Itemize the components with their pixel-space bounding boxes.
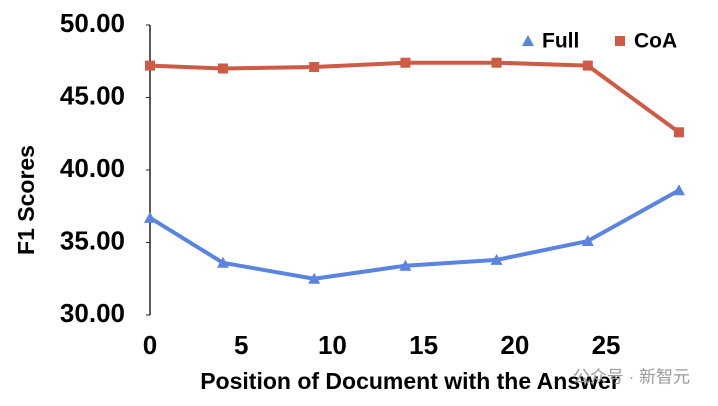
data-point bbox=[399, 259, 412, 271]
watermark: 公众号 · 新智元 bbox=[573, 367, 690, 386]
x-tick-label: 10 bbox=[318, 330, 347, 360]
x-tick-label: 0 bbox=[143, 330, 157, 360]
data-point bbox=[309, 62, 320, 73]
series-line bbox=[149, 60, 681, 134]
data-point bbox=[145, 60, 155, 71]
legend-label: CoA bbox=[634, 30, 677, 53]
legend-label: Full bbox=[542, 30, 579, 53]
data-point bbox=[144, 211, 156, 223]
data-point bbox=[491, 57, 502, 68]
x-tick-label: 5 bbox=[234, 330, 248, 360]
y-tick-label: 35.00 bbox=[60, 225, 125, 255]
x-tick-label: 20 bbox=[500, 330, 529, 360]
data-point bbox=[216, 256, 229, 268]
legend-marker bbox=[615, 36, 625, 46]
y-tick-label: 45.00 bbox=[60, 80, 125, 110]
data-point bbox=[400, 57, 411, 68]
x-axis-title: Position of Document with the Answer bbox=[200, 368, 620, 394]
data-point bbox=[582, 60, 593, 71]
data-point bbox=[581, 235, 594, 247]
y-tick-label: 40.00 bbox=[60, 153, 125, 183]
data-point bbox=[217, 63, 228, 74]
data-point bbox=[674, 127, 684, 138]
series-line bbox=[148, 188, 680, 281]
data-point bbox=[308, 272, 321, 284]
x-tick-label: 15 bbox=[409, 330, 438, 360]
legend-marker bbox=[522, 35, 534, 46]
data-point bbox=[490, 253, 503, 265]
y-axis-title: F1 Scores bbox=[13, 145, 39, 255]
data-point bbox=[673, 184, 685, 196]
y-tick-label: 30.00 bbox=[60, 298, 125, 328]
x-tick-label: 25 bbox=[592, 330, 621, 360]
y-tick-label: 50.00 bbox=[60, 8, 125, 38]
